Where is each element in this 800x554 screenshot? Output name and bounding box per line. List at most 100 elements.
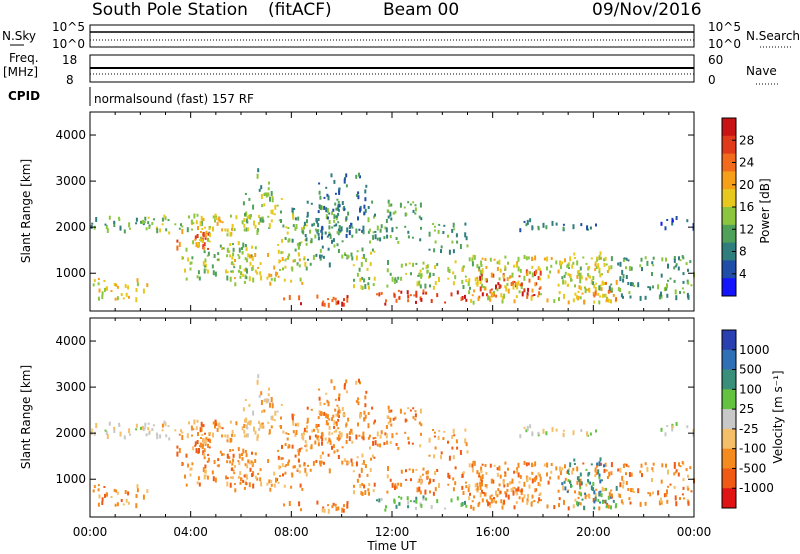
power-cell [151, 222, 154, 225]
velocity-cell [486, 499, 488, 503]
power-cell [400, 276, 403, 281]
power-cell [321, 302, 324, 307]
velocity-cell [440, 455, 442, 460]
velocity-cell [390, 423, 393, 427]
velocity-cell [498, 465, 501, 471]
power-cell [350, 222, 352, 225]
power-cell [358, 228, 361, 231]
velocity-cell [592, 482, 595, 486]
velocity-cell [97, 488, 100, 492]
velocity-cell [606, 504, 609, 508]
velocity-cell [526, 500, 529, 505]
velocity-cell [599, 479, 602, 484]
power-cell [625, 275, 628, 279]
velocity-cell [410, 478, 412, 482]
colorbar-tick-label: 25 [739, 402, 754, 416]
velocity-cell [318, 388, 321, 391]
velocity-cell [224, 434, 227, 438]
power-cell [306, 200, 309, 204]
power-cell [481, 292, 484, 297]
velocity-cell [338, 437, 341, 440]
power-cell [387, 260, 389, 265]
velocity-cell [452, 428, 455, 434]
velocity-cell [411, 442, 414, 445]
power-cell [454, 275, 457, 280]
power-cell [546, 298, 549, 303]
velocity-cell [606, 476, 609, 479]
power-cell [622, 258, 625, 262]
power-cell [564, 271, 567, 275]
power-cell [327, 298, 330, 301]
power-cell [229, 231, 232, 237]
power-x-ticks [89, 112, 695, 311]
power-cell [389, 211, 392, 217]
velocity-cell [197, 476, 200, 481]
power-cell [526, 219, 529, 225]
power-cell [590, 257, 593, 260]
power-cell [546, 266, 548, 271]
velocity-cell [333, 425, 336, 429]
power-cell [649, 286, 652, 291]
velocity-cell [273, 483, 276, 488]
power-cell [380, 224, 383, 229]
velocity-cell [447, 483, 450, 486]
power-cell [305, 242, 308, 246]
velocity-cell [243, 486, 246, 490]
velocity-cell [444, 507, 447, 510]
power-cell [337, 200, 340, 203]
power-cell [297, 244, 300, 250]
power-cell [530, 295, 533, 301]
power-cell [248, 214, 251, 219]
velocity-cell [607, 495, 610, 500]
colorbar-tick-label: 20 [739, 178, 754, 192]
power-cell [306, 211, 309, 217]
power-cell [369, 262, 372, 266]
power-cell [204, 233, 207, 238]
power-cell [212, 270, 215, 276]
velocity-cell [433, 431, 436, 434]
velocity-cell [313, 428, 315, 432]
power-cell [360, 285, 363, 290]
velocity-cell [517, 462, 520, 468]
power-cell [675, 216, 678, 220]
power-cell [593, 300, 596, 304]
velocity-cell [391, 433, 394, 439]
power-cell [623, 257, 626, 260]
power-cell [332, 208, 335, 212]
velocity-cell [538, 473, 541, 477]
power-cell [265, 192, 268, 198]
power-cell [459, 244, 462, 249]
velocity-cell [147, 422, 150, 425]
power-cell [610, 283, 613, 286]
power-cell [206, 269, 209, 274]
power-cell [567, 300, 570, 305]
velocity-cell [116, 491, 119, 495]
power-cell [519, 228, 522, 233]
power-cell [564, 258, 566, 263]
power-cell [337, 212, 340, 216]
velocity-cell [534, 461, 537, 467]
velocity-cell [608, 471, 611, 477]
power-cell [332, 296, 335, 300]
power-cell [545, 225, 548, 230]
velocity-cell [214, 419, 217, 424]
power-cell [504, 265, 507, 268]
power-cell [189, 267, 192, 271]
power-cell [415, 290, 418, 295]
power-cell [97, 282, 100, 286]
power-cell [309, 262, 312, 266]
velocity-cell [502, 480, 505, 485]
velocity-cell [333, 385, 336, 390]
power-cell [610, 265, 613, 270]
power-cell [633, 285, 635, 287]
power-cell [667, 279, 669, 282]
velocity-cell [418, 486, 421, 492]
velocity-cell [576, 476, 579, 481]
velocity-cell [531, 462, 533, 467]
velocity-cell [358, 378, 360, 383]
velocity-cell [503, 484, 506, 488]
velocity-cell [351, 440, 354, 444]
power-cell [567, 263, 569, 268]
power-cell [652, 264, 655, 267]
velocity-cell [481, 463, 484, 466]
